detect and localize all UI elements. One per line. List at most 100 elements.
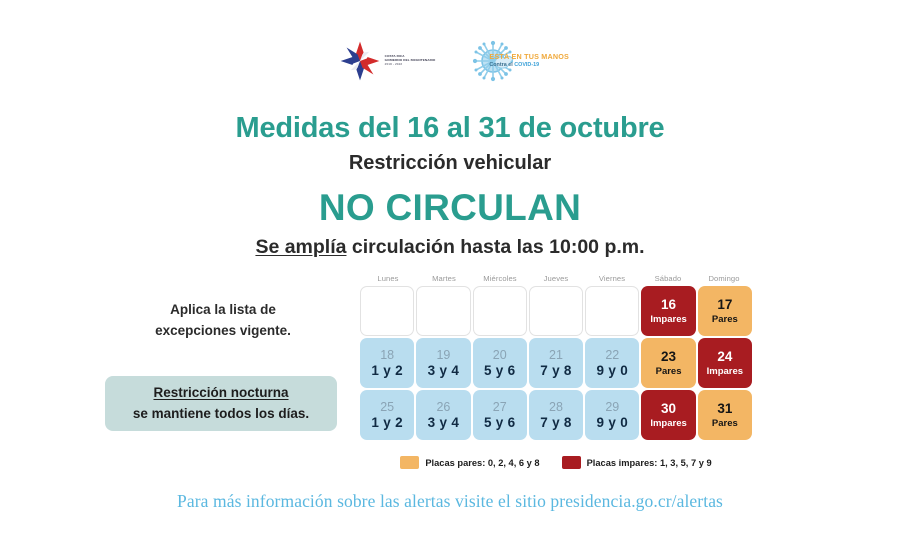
calendar-cell-date: 30	[661, 401, 677, 416]
gob-line3: 2018 - 2022	[384, 61, 403, 66]
extension-notice-rest: circulación hasta las 10:00 p.m.	[346, 236, 645, 258]
calendar-cell-label: 3 y 4	[427, 415, 460, 430]
calendar-cell-day: 31 Pares	[697, 390, 752, 440]
costa-rica-star-icon	[340, 41, 379, 81]
exceptions-note-line2: excepciones vigente.	[155, 322, 291, 338]
calendar-cell-date: 20	[492, 348, 507, 362]
footer-info: Para más información sobre las alertas v…	[177, 491, 723, 511]
calendar-cell-day: 29 9 y 0	[585, 390, 640, 440]
government-logo: COSTA RICA GOBIERNO DEL BICENTENARIO 201…	[339, 40, 436, 82]
legend-label: Placas impares: 1, 3, 5, 7 y 9	[586, 457, 712, 468]
night-restriction-line1: Restricción nocturna	[153, 385, 289, 401]
calendar-cell-day: 26 3 y 4	[416, 390, 471, 440]
calendar-cell-day: 22 9 y 0	[585, 338, 640, 388]
covid-line1: ESTÁ EN TUS MANOS	[489, 52, 570, 61]
calendar-day-header: Sábado	[654, 274, 682, 283]
gob-line1: COSTA RICA	[384, 54, 405, 59]
calendar-cell-day: 30 Impares	[641, 390, 696, 440]
covid-line2-highlight: COVID-19	[514, 61, 540, 68]
calendar-day-header: Domingo	[708, 274, 740, 283]
exceptions-note-line1: Aplica la lista de	[170, 302, 276, 317]
extension-notice-emphasis: Se amplía	[255, 236, 347, 258]
calendar-cell-label: 9 y 0	[596, 415, 629, 430]
legend-swatch-red	[561, 456, 581, 469]
calendar-cell-empty	[528, 286, 584, 336]
no-circulan-headline: NO CIRCULAN	[318, 187, 582, 228]
calendar-cell-date: 25	[380, 400, 395, 414]
page-title: Medidas del 16 al 31 de octubre	[235, 112, 665, 144]
calendar-cell-day: 28 7 y 8	[528, 390, 584, 440]
calendar-cell-date: 21	[549, 348, 563, 362]
calendar-cell-date: 28	[549, 400, 563, 414]
calendar-week-row: 18 1 y 2 19 3 y 4 20 5 y 6 21 7 y 8 22 9 y 0 23 Par…	[360, 338, 752, 388]
calendar-cell-empty	[360, 286, 415, 336]
restriction-calendar: Lunes Martes Miércoles Jueves Viernes Sábado D…	[360, 274, 752, 442]
night-restriction-box: Restricción nocturna se mantiene todos l…	[105, 376, 337, 431]
calendar-cell-date: 31	[717, 401, 733, 416]
calendar-day-header: Miércoles	[483, 274, 517, 283]
calendar-cell-day: 24 Impares	[697, 338, 752, 388]
calendar-day-header: Lunes	[377, 274, 399, 283]
legend-swatch-orange	[400, 456, 420, 469]
calendar-cell-label: 1 y 2	[371, 363, 403, 378]
calendar-cell-day: 19 3 y 4	[416, 338, 471, 388]
calendar-cell-day: 17 Pares	[697, 286, 752, 336]
calendar-cell-day: 23 Pares	[641, 338, 696, 388]
calendar-cell-label: 9 y 0	[596, 363, 629, 378]
calendar-cell-label: 3 y 4	[427, 363, 460, 378]
calendar-cell-label: 5 y 6	[483, 415, 516, 430]
covid-line2: Contra el COVID-19	[489, 62, 569, 69]
calendar-week-row: 16 Impares 17 Pares	[360, 286, 752, 336]
calendar-cell-date: 16	[661, 297, 677, 312]
calendar-cell-empty	[472, 286, 527, 336]
calendar-legend: Placas pares: 0, 2, 4, 6 y 8 Placas impar…	[360, 456, 752, 469]
logo-bar: COSTA RICA GOBIERNO DEL BICENTENARIO 201…	[0, 38, 900, 84]
calendar-day-header: Viernes	[598, 274, 626, 283]
calendar-cell-label: Impares	[650, 418, 687, 429]
calendar-cell-date: 23	[661, 349, 677, 364]
calendar-cell-label: 7 y 8	[540, 363, 572, 378]
page-subtitle: Restricción vehicular	[348, 152, 552, 174]
calendar-cell-empty	[416, 286, 471, 336]
calendar-cell-date: 27	[492, 400, 507, 414]
exceptions-note: Aplica la lista de excepciones vigente.	[108, 300, 338, 342]
calendar-cell-label: Pares	[711, 418, 738, 429]
gob-line2: GOBIERNO DEL BICENTENARIO	[384, 58, 436, 63]
calendar-cell-date: 29	[605, 400, 620, 414]
covid-logo-text: ESTÁ EN TUS MANOS Contra el COVID-19	[489, 52, 569, 69]
calendar-cell-label: Impares	[706, 366, 744, 377]
calendar-cell-date: 22	[605, 348, 620, 362]
calendar-cell-day: 25 1 y 2	[360, 390, 415, 440]
calendar-cell-day: 16 Impares	[641, 286, 696, 336]
calendar-cell-date: 24	[717, 349, 733, 364]
calendar-day-headers: Lunes Martes Miércoles Jueves Viernes Sábado D…	[360, 274, 752, 283]
calendar-cell-date: 17	[717, 297, 733, 312]
calendar-cell-label: 7 y 8	[540, 415, 572, 430]
calendar-cell-label: 1 y 2	[371, 415, 403, 430]
virus-burst-icon	[473, 40, 515, 82]
calendar-cell-label: 5 y 6	[483, 363, 516, 378]
legend-label: Placas pares: 0, 2, 4, 6 y 8	[425, 457, 540, 468]
calendar-cell-label: Pares	[655, 366, 682, 377]
calendar-cell-empty	[585, 286, 640, 336]
calendar-cell-day: 27 5 y 6	[472, 390, 527, 440]
covid-line2-prefix: Contra el	[489, 61, 515, 68]
night-restriction-line2: se mantiene todos los días.	[132, 405, 310, 421]
calendar-cell-date: 19	[436, 348, 451, 362]
legend-item: Placas pares: 0, 2, 4, 6 y 8	[400, 456, 540, 469]
calendar-cell-date: 26	[436, 400, 451, 414]
calendar-week-row: 25 1 y 2 26 3 y 4 27 5 y 6 28 7 y 8 29 9 y 0 30 Imp…	[360, 390, 752, 440]
legend-item: Placas impares: 1, 3, 5, 7 y 9	[561, 456, 712, 469]
calendar-cell-date: 18	[380, 348, 395, 362]
covid-campaign-logo: ESTÁ EN TUS MANOS Contra el COVID-19	[469, 39, 569, 83]
calendar-day-header: Jueves	[543, 274, 569, 283]
calendar-cell-day: 20 5 y 6	[472, 338, 527, 388]
calendar-cell-label: Impares	[650, 314, 687, 325]
calendar-cell-day: 18 1 y 2	[360, 338, 415, 388]
calendar-day-header: Martes	[432, 274, 456, 283]
calendar-cell-label: Pares	[711, 314, 738, 325]
calendar-body: 16 Impares 17 Pares 18 1 y 2 19 3 y 4 20 5 y 6 21 7…	[360, 286, 752, 440]
government-logo-text: COSTA RICA GOBIERNO DEL BICENTENARIO 201…	[384, 54, 436, 67]
calendar-cell-day: 21 7 y 8	[528, 338, 584, 388]
extension-notice: Se amplía circulación hasta las 10:00 p.…	[0, 236, 900, 259]
